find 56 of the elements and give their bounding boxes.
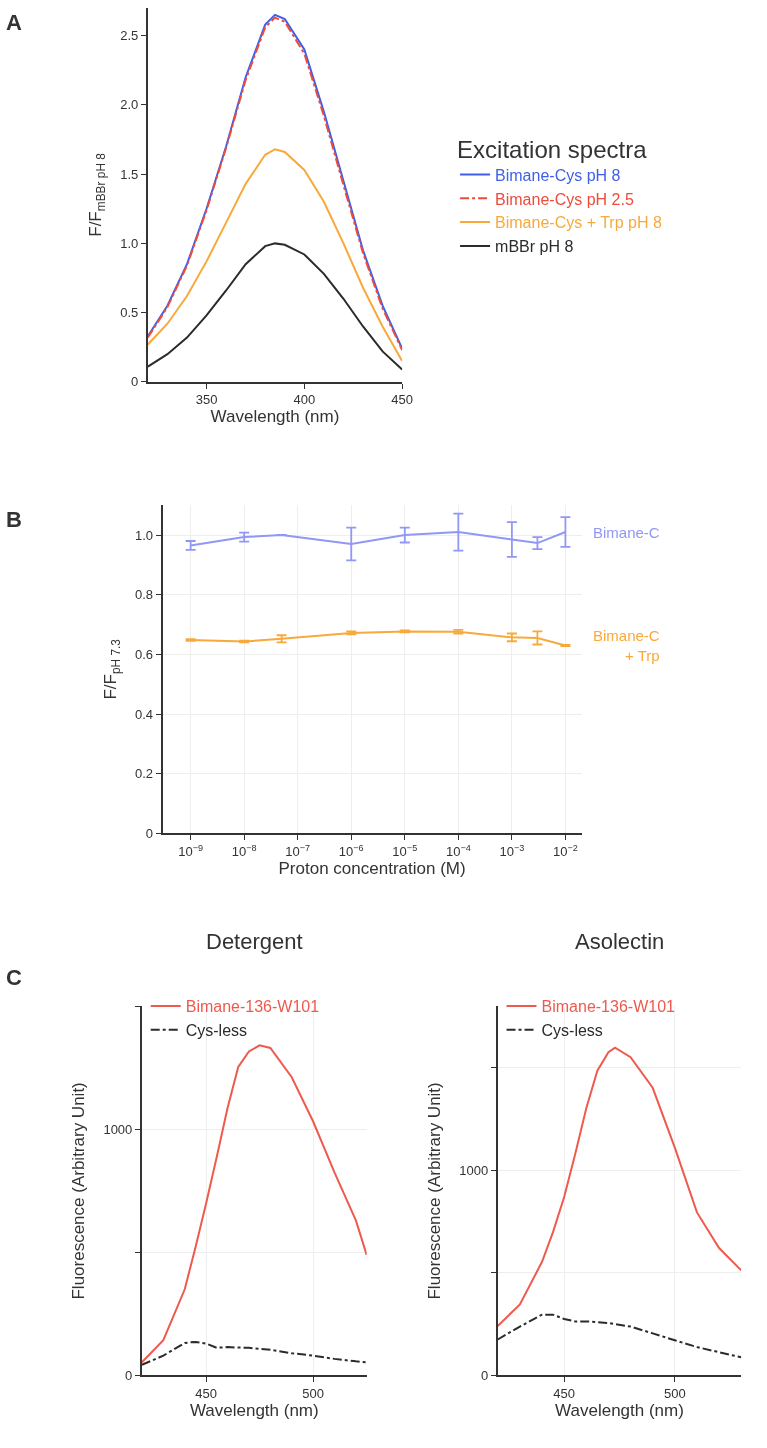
x-axis-title: Wavelength (nm)	[189, 1400, 319, 1420]
x-tick-label: 10$^{−3}$	[499, 842, 525, 859]
y-tick-label: 2.0	[120, 97, 139, 113]
x-tick-label: 10$^{−2}$	[553, 842, 578, 859]
text: B	[6, 507, 22, 532]
y-tick-label: 1.0	[120, 235, 139, 251]
x-axis-title: Proton concentration (M)	[278, 858, 466, 878]
y-tick-label: 2.5	[120, 28, 139, 44]
legend-title: Excitation spectra	[457, 135, 648, 163]
y-axis-title: Fluorescence (Arbitrary Unit)	[425, 1082, 445, 1300]
legend-label: Bimane-Cys + Trp pH 8	[495, 214, 662, 232]
y-tick-label: 0.2	[134, 766, 154, 782]
legend-label: mBBr pH 8	[495, 238, 574, 256]
y-tick-label: 0.6	[134, 646, 154, 662]
x-axis-title: Wavelength (nm)	[555, 1400, 684, 1420]
y-tick-label: 0	[125, 1367, 133, 1383]
x-tick-label: 10$^{−4}$	[445, 842, 471, 859]
legend-label: Cys-less	[185, 1022, 248, 1040]
y-tick-label: 0	[480, 1367, 489, 1383]
x-tick-label: 500	[663, 1385, 686, 1401]
legend-label: Bimane-Cys pH 2.5	[495, 190, 634, 208]
y-tick-label: 0.5	[120, 305, 139, 321]
x-axis-title: Wavelength (nm)	[210, 407, 340, 427]
legend-label: Bimane-136-W101	[541, 998, 676, 1016]
y-tick-label: 1.0	[134, 527, 154, 543]
y-tick-label: 0	[145, 825, 154, 841]
x-tick-label: 500	[302, 1385, 325, 1401]
legend-label: Cys-less	[541, 1022, 603, 1040]
x-tick-label: 10$^{−9}$	[178, 842, 204, 859]
line-series	[141, 1044, 367, 1364]
x-tick-label: 450	[195, 1385, 217, 1401]
text: A	[6, 10, 22, 35]
line-series	[147, 148, 403, 363]
chart-title: Asolectin	[575, 929, 665, 954]
x-tick-label: 10$^{−8}$	[231, 842, 257, 859]
chart-title: Detergent	[206, 929, 303, 954]
line-series	[497, 1046, 742, 1327]
y-tick-label: 0.8	[134, 587, 154, 603]
y-tick-label: 0.4	[134, 706, 154, 722]
legend-label: Bimane-136-W101	[185, 998, 320, 1016]
legend-label: Bimane-C + Trp	[593, 627, 660, 664]
x-tick-label: 10$^{−7}$	[285, 842, 311, 859]
x-tick-label: 10$^{−5}$	[392, 842, 418, 859]
x-tick-label: 10$^{−6}$	[338, 842, 364, 859]
x-tick-label: 350	[195, 392, 218, 408]
y-tick-label: 0	[131, 374, 139, 390]
y-tick-label: 1.5	[120, 166, 139, 182]
text: C	[6, 965, 22, 990]
legend-label: Bimane-Cys pH 8	[495, 166, 621, 184]
x-tick-label: 450	[391, 392, 413, 408]
y-tick-label: 1000	[459, 1162, 489, 1178]
y-axis-title: Fluorescence (Arbitrary Unit)	[69, 1082, 89, 1300]
x-tick-label: 450	[553, 1385, 576, 1401]
y-tick-label: 1000	[103, 1121, 133, 1137]
x-tick-label: 400	[293, 392, 316, 408]
series-label: Bimane-C	[593, 524, 660, 541]
